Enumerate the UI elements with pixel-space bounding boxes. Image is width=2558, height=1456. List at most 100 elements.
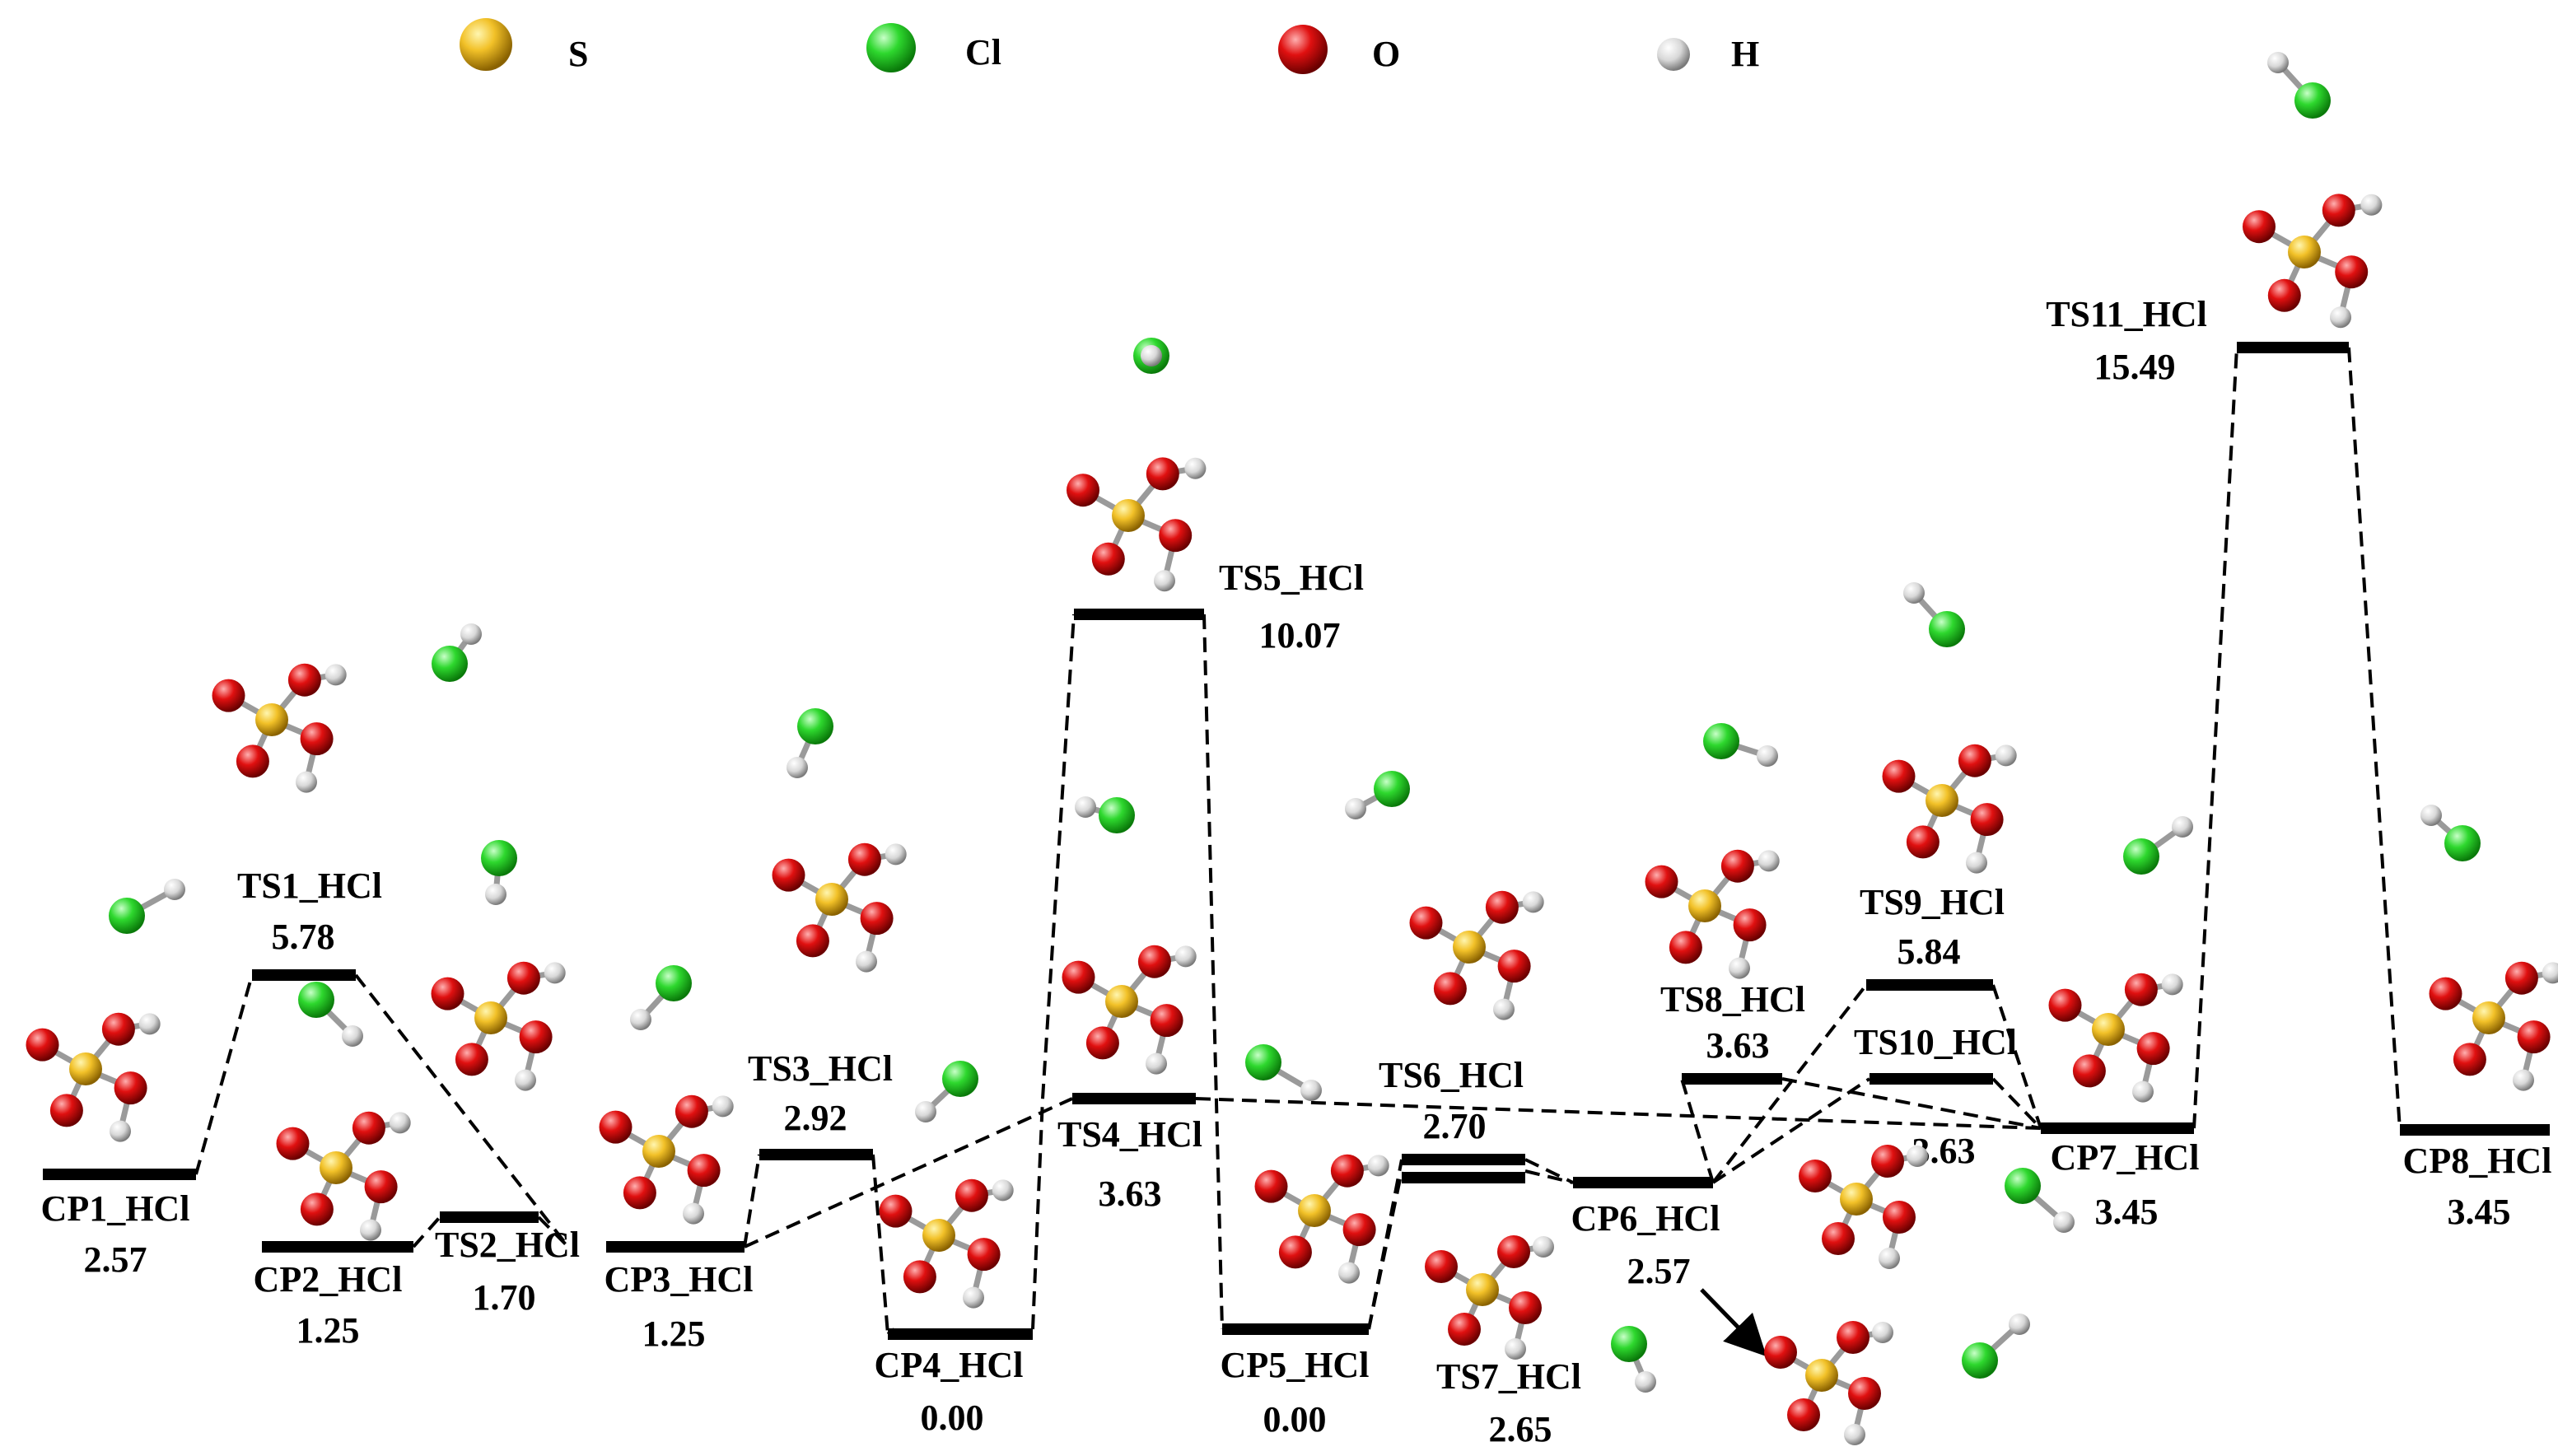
hcl-molecule	[109, 879, 185, 934]
oxygen-atom-icon	[1485, 890, 1519, 924]
oxygen-atom-icon	[2243, 210, 2276, 244]
chlorine-atom-icon	[2294, 82, 2331, 119]
hcl-molecule	[1703, 723, 1778, 767]
hydrogen-atom-icon	[2420, 805, 2442, 826]
sulfuric-acid-molecule	[2429, 961, 2558, 1091]
state-energy: 15.49	[2094, 347, 2176, 387]
oxygen-atom-icon	[2124, 973, 2158, 1006]
oxygen-atom-icon	[49, 1094, 83, 1127]
hydrogen-atom-icon	[915, 1101, 936, 1122]
oxygen-atom-icon	[2335, 255, 2369, 289]
oxygen-atom-icon	[1409, 906, 1443, 940]
oxygen-atom-icon	[1062, 960, 1095, 994]
sulfuric-acid-molecule	[1062, 945, 1197, 1075]
sulfur-atom-icon	[1466, 1273, 1499, 1306]
hydrogen-atom-icon	[963, 1286, 984, 1309]
hcl-molecule	[2123, 816, 2193, 875]
oxygen-atom-icon	[1848, 1377, 1881, 1410]
oxygen-atom-icon	[1509, 1291, 1542, 1324]
hydrogen-atom-icon	[1075, 796, 1096, 818]
chlorine-atom-icon	[1245, 1044, 1281, 1080]
hcl-molecule	[2420, 805, 2481, 861]
hcl-molecule	[298, 982, 363, 1047]
oxygen-atom-icon	[1342, 1213, 1376, 1247]
state-energy: 0.00	[1263, 1399, 1327, 1440]
hydrogen-atom-icon	[460, 623, 482, 645]
oxygen-atom-icon	[1278, 25, 1328, 74]
molecular-structures	[26, 52, 2558, 1445]
hydrogen-atom-icon	[1966, 852, 1987, 874]
oxygen-atom-icon	[1822, 1222, 1855, 1255]
oxygen-atom-icon	[114, 1071, 147, 1105]
oxygen-atom-icon	[212, 679, 245, 712]
hydrogen-atom-icon	[1367, 1155, 1389, 1177]
oxygen-atom-icon	[1799, 1160, 1832, 1192]
oxygen-atom-icon	[276, 1127, 310, 1160]
chlorine-atom-icon	[2005, 1168, 2041, 1204]
energy-levels	[43, 342, 2550, 1340]
hydrogen-atom-icon	[342, 1025, 363, 1047]
sulfur-atom-icon	[2288, 236, 2321, 268]
chlorine-atom-icon	[1099, 797, 1135, 833]
oxygen-atom-icon	[2267, 278, 2301, 312]
oxygen-atom-icon	[1159, 519, 1193, 553]
chlorine-atom-icon	[2444, 825, 2481, 861]
state-energy: 5.78	[272, 917, 335, 957]
hydrogen-atom-icon	[1657, 38, 1690, 71]
hcl-molecule	[1611, 1326, 1656, 1393]
hydrogen-atom-icon	[712, 1095, 734, 1118]
oxygen-atom-icon	[1970, 803, 2004, 837]
sulfur-atom-icon	[1453, 931, 1486, 964]
state-energy: 0.00	[921, 1398, 984, 1438]
hcl-molecule	[1133, 338, 1169, 374]
hydrogen-atom-icon	[544, 962, 566, 984]
chlorine-atom-icon	[1703, 723, 1739, 759]
oxygen-atom-icon	[903, 1260, 936, 1294]
hydrogen-atom-icon	[2330, 306, 2351, 329]
sulfuric-acid-molecule	[431, 961, 566, 1091]
chlorine-atom-icon	[942, 1061, 978, 1097]
hcl-molecule	[1962, 1314, 2030, 1379]
state-name: CP8_HCl	[2403, 1141, 2552, 1181]
sulfuric-acid-molecule	[1425, 1235, 1554, 1360]
oxygen-atom-icon	[2072, 1054, 2106, 1088]
sulfuric-acid-molecule	[1409, 890, 1544, 1020]
hydrogen-atom-icon	[1995, 744, 2017, 767]
sulfur-atom-icon	[1298, 1194, 1331, 1227]
oxygen-atom-icon	[1837, 1321, 1869, 1354]
state-energy: 3.45	[2448, 1192, 2511, 1232]
hydrogen-atom-icon	[787, 757, 808, 778]
sulfuric-acid-molecule	[1645, 849, 1780, 979]
oxygen-atom-icon	[599, 1110, 632, 1144]
legend-sulfur: S	[460, 18, 588, 74]
sulfur-atom-icon	[815, 883, 848, 916]
oxygen-atom-icon	[1871, 1145, 1904, 1178]
hydrogen-atom-icon	[1154, 570, 1175, 592]
legend-label: S	[568, 34, 588, 74]
oxygen-atom-icon	[1254, 1169, 1288, 1203]
oxygen-atom-icon	[796, 924, 829, 958]
oxygen-atom-icon	[2504, 961, 2538, 995]
hydrogen-atom-icon	[1757, 850, 1780, 872]
state-name: CP5_HCl	[1221, 1345, 1370, 1385]
hydrogen-atom-icon	[110, 1120, 131, 1142]
state-energy: 3.63	[1706, 1025, 1770, 1066]
oxygen-atom-icon	[1137, 945, 1171, 978]
oxygen-atom-icon	[623, 1176, 656, 1210]
hydrogen-atom-icon	[1345, 798, 1366, 819]
state-energy: 5.84	[1897, 931, 1961, 972]
state-name: TS10_HCl	[1854, 1022, 2017, 1062]
oxygen-atom-icon	[2322, 194, 2355, 227]
hydrogen-atom-icon	[630, 1009, 651, 1030]
legend-label: Cl	[965, 32, 1001, 72]
oxygen-atom-icon	[2136, 1032, 2170, 1066]
oxygen-atom-icon	[879, 1194, 913, 1228]
state-name: CP6_HCl	[1571, 1198, 1720, 1239]
sulfur-atom-icon	[1805, 1359, 1838, 1392]
sulfur-atom-icon	[1105, 985, 1138, 1018]
sulfur-atom-icon	[922, 1219, 955, 1252]
chlorine-atom-icon	[1611, 1326, 1647, 1362]
oxygen-atom-icon	[431, 977, 464, 1010]
hydrogen-atom-icon	[992, 1179, 1014, 1202]
sulfuric-acid-molecule	[1882, 744, 2017, 874]
